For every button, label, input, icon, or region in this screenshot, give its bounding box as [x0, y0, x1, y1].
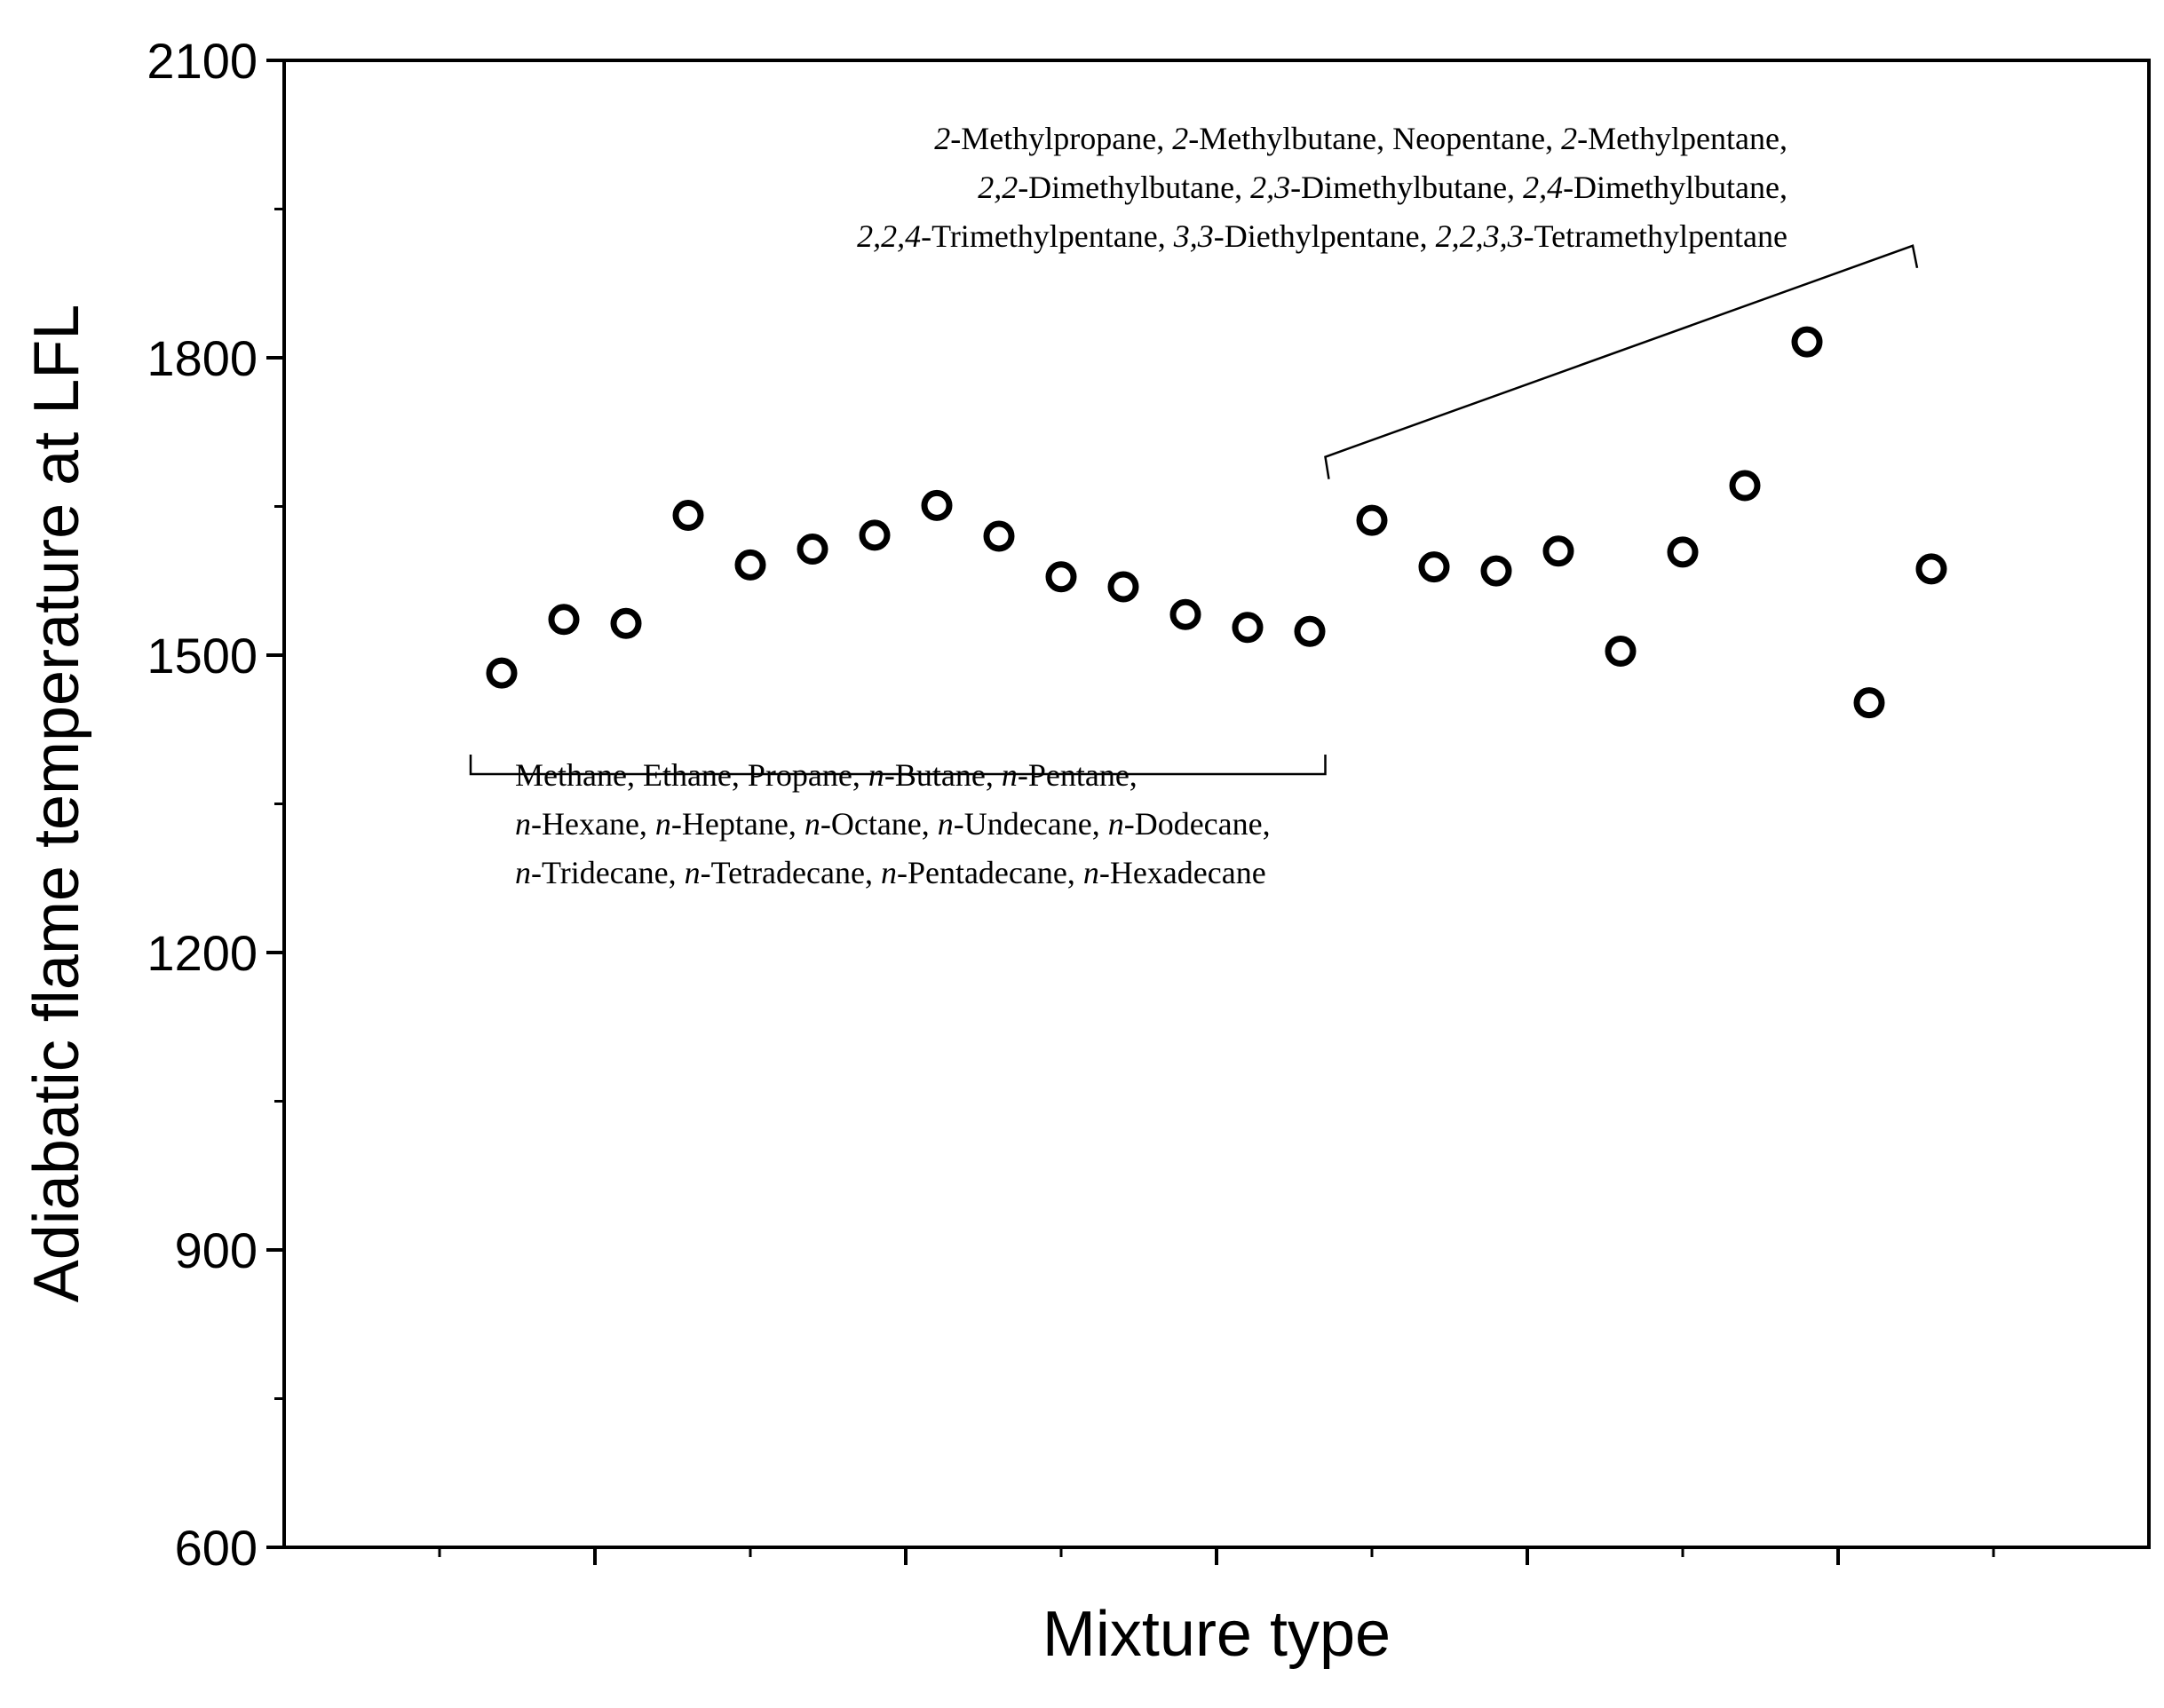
data-point [1045, 561, 1077, 593]
y-tick-label: 1800 [147, 330, 258, 386]
y-tick-label: 600 [175, 1520, 258, 1576]
data-point [859, 519, 891, 551]
major-ticks [266, 59, 1840, 1565]
y-tick-label: 900 [175, 1222, 258, 1278]
data-point [1232, 612, 1264, 644]
data-point [1542, 535, 1574, 567]
data-point [1667, 536, 1699, 568]
x-axis-title: Mixture type [1042, 1599, 1391, 1670]
annotation-brackets [469, 244, 1919, 776]
n-alkanes-label: Methane, Ethane, Propane, n-Butane, n-Pe… [515, 757, 1137, 793]
y-axis-title: Adiabatic flame temperature at LFL [21, 304, 92, 1303]
y-tick-label: 2100 [147, 33, 258, 89]
data-point [1729, 470, 1761, 502]
data-point [921, 489, 953, 521]
data-point [1418, 551, 1450, 583]
data-point [1356, 504, 1388, 536]
data-point [1605, 636, 1637, 668]
branched-alkanes-label: 2,2-Dimethylbutane, 2,3-Dimethylbutane, … [978, 170, 1787, 205]
n-alkanes-label: n-Hexane, n-Heptane, n-Octane, n-Undecan… [515, 806, 1271, 842]
data-point [548, 604, 580, 636]
y-tick-labels: 600 900 1200 1500 1800 2100 [147, 33, 258, 1576]
data-point [797, 534, 828, 565]
data-point [983, 520, 1015, 552]
data-point [672, 500, 704, 532]
data-point [734, 549, 766, 581]
y-tick-label: 1200 [147, 925, 258, 981]
y-tick-label: 1500 [147, 628, 258, 684]
data-point [1169, 598, 1201, 630]
data-point [1107, 571, 1139, 603]
n-alkanes-bracket [469, 755, 1327, 776]
n-alkanes-label: n-Tridecane, n-Tetradecane, n-Pentadecan… [515, 855, 1266, 890]
data-point [610, 607, 642, 639]
data-point [1791, 326, 1823, 358]
data-points [486, 326, 1947, 719]
data-point [1294, 615, 1326, 647]
data-point [1915, 553, 1947, 585]
data-point [1480, 555, 1512, 587]
data-point [1853, 687, 1885, 719]
branched-alkanes-label: 2-Methylpropane, 2-Methylbutane, Neopent… [934, 121, 1787, 156]
plot-frame [282, 59, 2151, 1549]
branched-alkanes-label: 2,2,4-Trimethylpentane, 3,3-Diethylpenta… [857, 218, 1787, 254]
branched-alkanes-bracket [1324, 244, 1919, 479]
annotation-notes: 2-Methylpropane, 2-Methylbutane, Neopent… [515, 121, 1787, 890]
data-point [486, 657, 518, 689]
